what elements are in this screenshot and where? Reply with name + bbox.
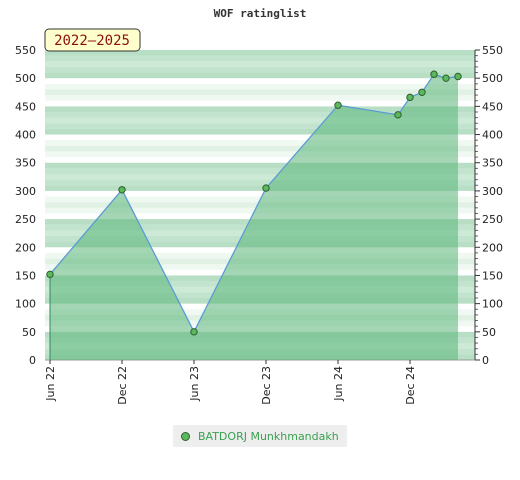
data-point [442, 74, 450, 82]
y-tick-label-left: 50 [22, 326, 36, 339]
band [45, 117, 475, 124]
band [45, 174, 475, 180]
data-point [406, 93, 414, 102]
band [45, 95, 475, 101]
x-tick-label: Dec 23 [260, 366, 273, 405]
band [45, 78, 475, 84]
data-point [418, 88, 426, 96]
x-tick-label: Jun 23 [188, 366, 201, 402]
legend-marker-icon [181, 431, 190, 441]
band [45, 134, 475, 141]
band [45, 123, 475, 129]
data-point [262, 184, 270, 192]
band [45, 61, 475, 67]
band [45, 83, 475, 90]
y-tick-label-right: 0 [482, 354, 489, 367]
band [45, 112, 475, 118]
band [45, 151, 475, 158]
data-point [334, 101, 342, 109]
band [45, 168, 475, 174]
y-tick-label-left: 100 [15, 298, 36, 311]
y-axis-left: 0 50 100 150 200 250 300 350 400 450 500 550 [15, 44, 36, 367]
y-axis-right: 0 50 100 150 200 250 300 350 400 450 500 550 [474, 44, 503, 367]
band [45, 72, 475, 79]
legend-label: BATDORJ Munkhmandakh [198, 429, 339, 443]
y-tick-label-left: 150 [15, 269, 36, 282]
y-tick-label-left: 350 [15, 157, 36, 170]
y-tick-label-left: 0 [29, 354, 36, 367]
data-point [430, 70, 438, 78]
period-badge: 2022–2025 [44, 28, 141, 52]
y-tick-label-right: 150 [482, 269, 503, 282]
period-badge-label: 2022–2025 [54, 33, 130, 49]
x-tick-label: Dec 24 [404, 366, 417, 405]
y-tick-label-left: 500 [15, 72, 36, 85]
band [45, 185, 475, 191]
y-tick-label-left: 550 [15, 44, 36, 57]
y-tick-label-left: 450 [15, 100, 36, 113]
band [45, 100, 475, 107]
data-point [394, 111, 402, 119]
data-point [454, 72, 462, 81]
band [45, 145, 475, 152]
band [45, 50, 475, 56]
x-tick-label: Jun 22 [44, 366, 57, 402]
y-tick-label-right: 200 [482, 241, 503, 254]
x-axis: Jun 22 Dec 22 Jun 23 Dec 23 Jun 24 Dec 24 [44, 359, 475, 405]
series-area-fill [50, 74, 458, 361]
y-tick-label-right: 100 [482, 298, 503, 311]
band [45, 140, 475, 146]
y-tick-label-right: 50 [482, 326, 496, 339]
data-point [46, 270, 54, 279]
band [45, 190, 475, 197]
y-tick-label-left: 250 [15, 213, 36, 226]
y-tick-label-right: 500 [482, 72, 503, 85]
y-tick-label-right: 450 [482, 100, 503, 113]
band [45, 89, 475, 96]
band [45, 66, 475, 73]
y-tick-label-left: 200 [15, 241, 36, 254]
y-tick-label-right: 400 [482, 129, 503, 142]
data-point [190, 328, 198, 336]
y-tick-label-left: 300 [15, 185, 36, 198]
series-area [46, 70, 462, 361]
y-tick-label-right: 550 [482, 44, 503, 57]
band [45, 179, 475, 186]
band [45, 157, 475, 163]
band [45, 128, 475, 135]
x-tick-label: Dec 22 [116, 366, 129, 405]
y-tick-label-right: 300 [482, 185, 503, 198]
legend: BATDORJ Munkhmandakh [173, 425, 347, 447]
y-tick-label-right: 250 [482, 213, 503, 226]
data-point [118, 186, 126, 194]
x-tick-label: Jun 24 [332, 366, 345, 402]
y-tick-label-right: 350 [482, 157, 503, 170]
band [45, 162, 475, 169]
band [45, 55, 475, 62]
band [45, 106, 475, 112]
y-tick-label-left: 400 [15, 129, 36, 142]
chart-title: WOF ratinglist [214, 7, 307, 20]
